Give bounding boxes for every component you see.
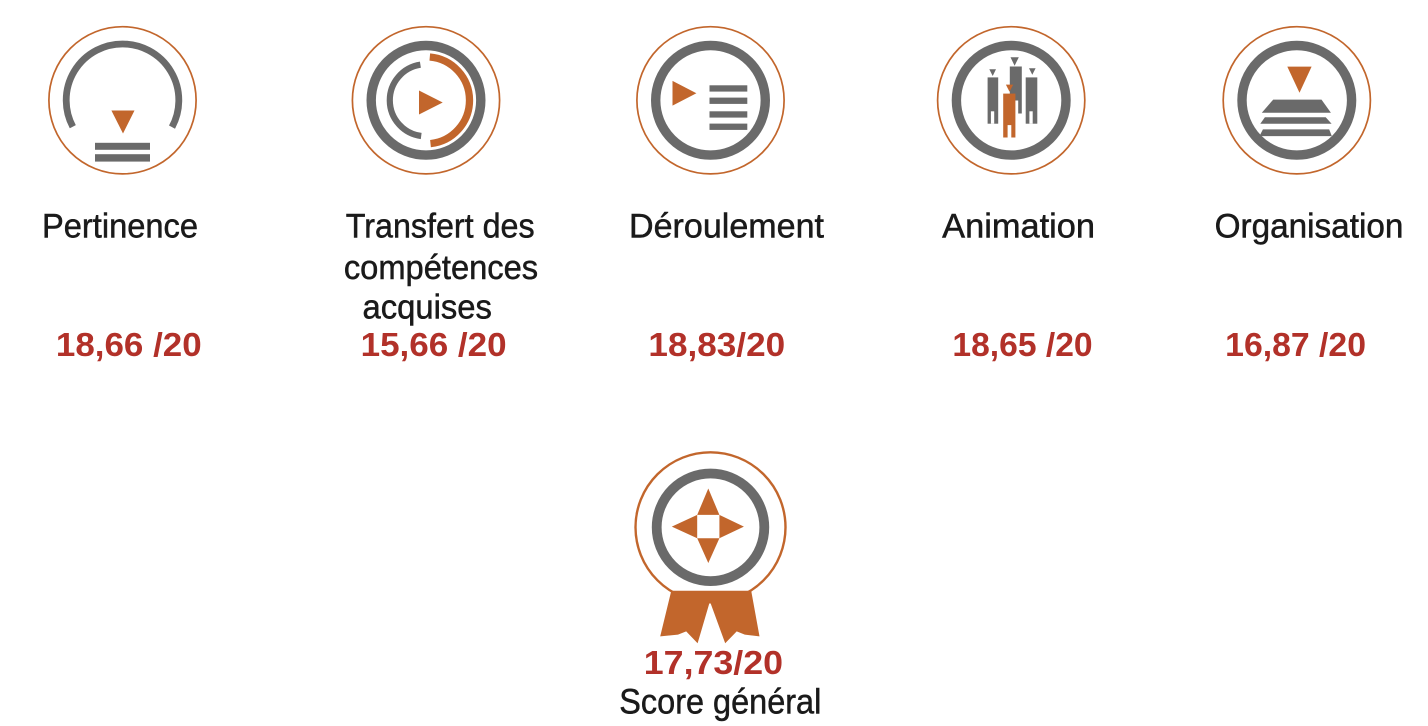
svg-text:Pertinence: Pertinence [42,208,198,246]
svg-text:Transfert des: Transfert des [346,208,535,246]
svg-text:compétences: compétences [344,249,538,287]
svg-text:18,65 /20: 18,65 /20 [952,326,1092,363]
svg-text:16,87 /20: 16,87 /20 [1225,326,1366,363]
svg-text:18,66 /20: 18,66 /20 [56,326,202,363]
svg-text:Déroulement: Déroulement [629,208,824,246]
svg-text:Organisation: Organisation [1215,208,1404,246]
svg-text:acquises: acquises [363,289,492,327]
svg-text:Animation: Animation [942,208,1095,246]
svg-text:18,83/20: 18,83/20 [648,326,785,363]
svg-text:Score général: Score général [619,683,821,722]
svg-text:15,66 /20: 15,66 /20 [361,326,507,363]
svg-text:17,73/20: 17,73/20 [644,645,783,682]
